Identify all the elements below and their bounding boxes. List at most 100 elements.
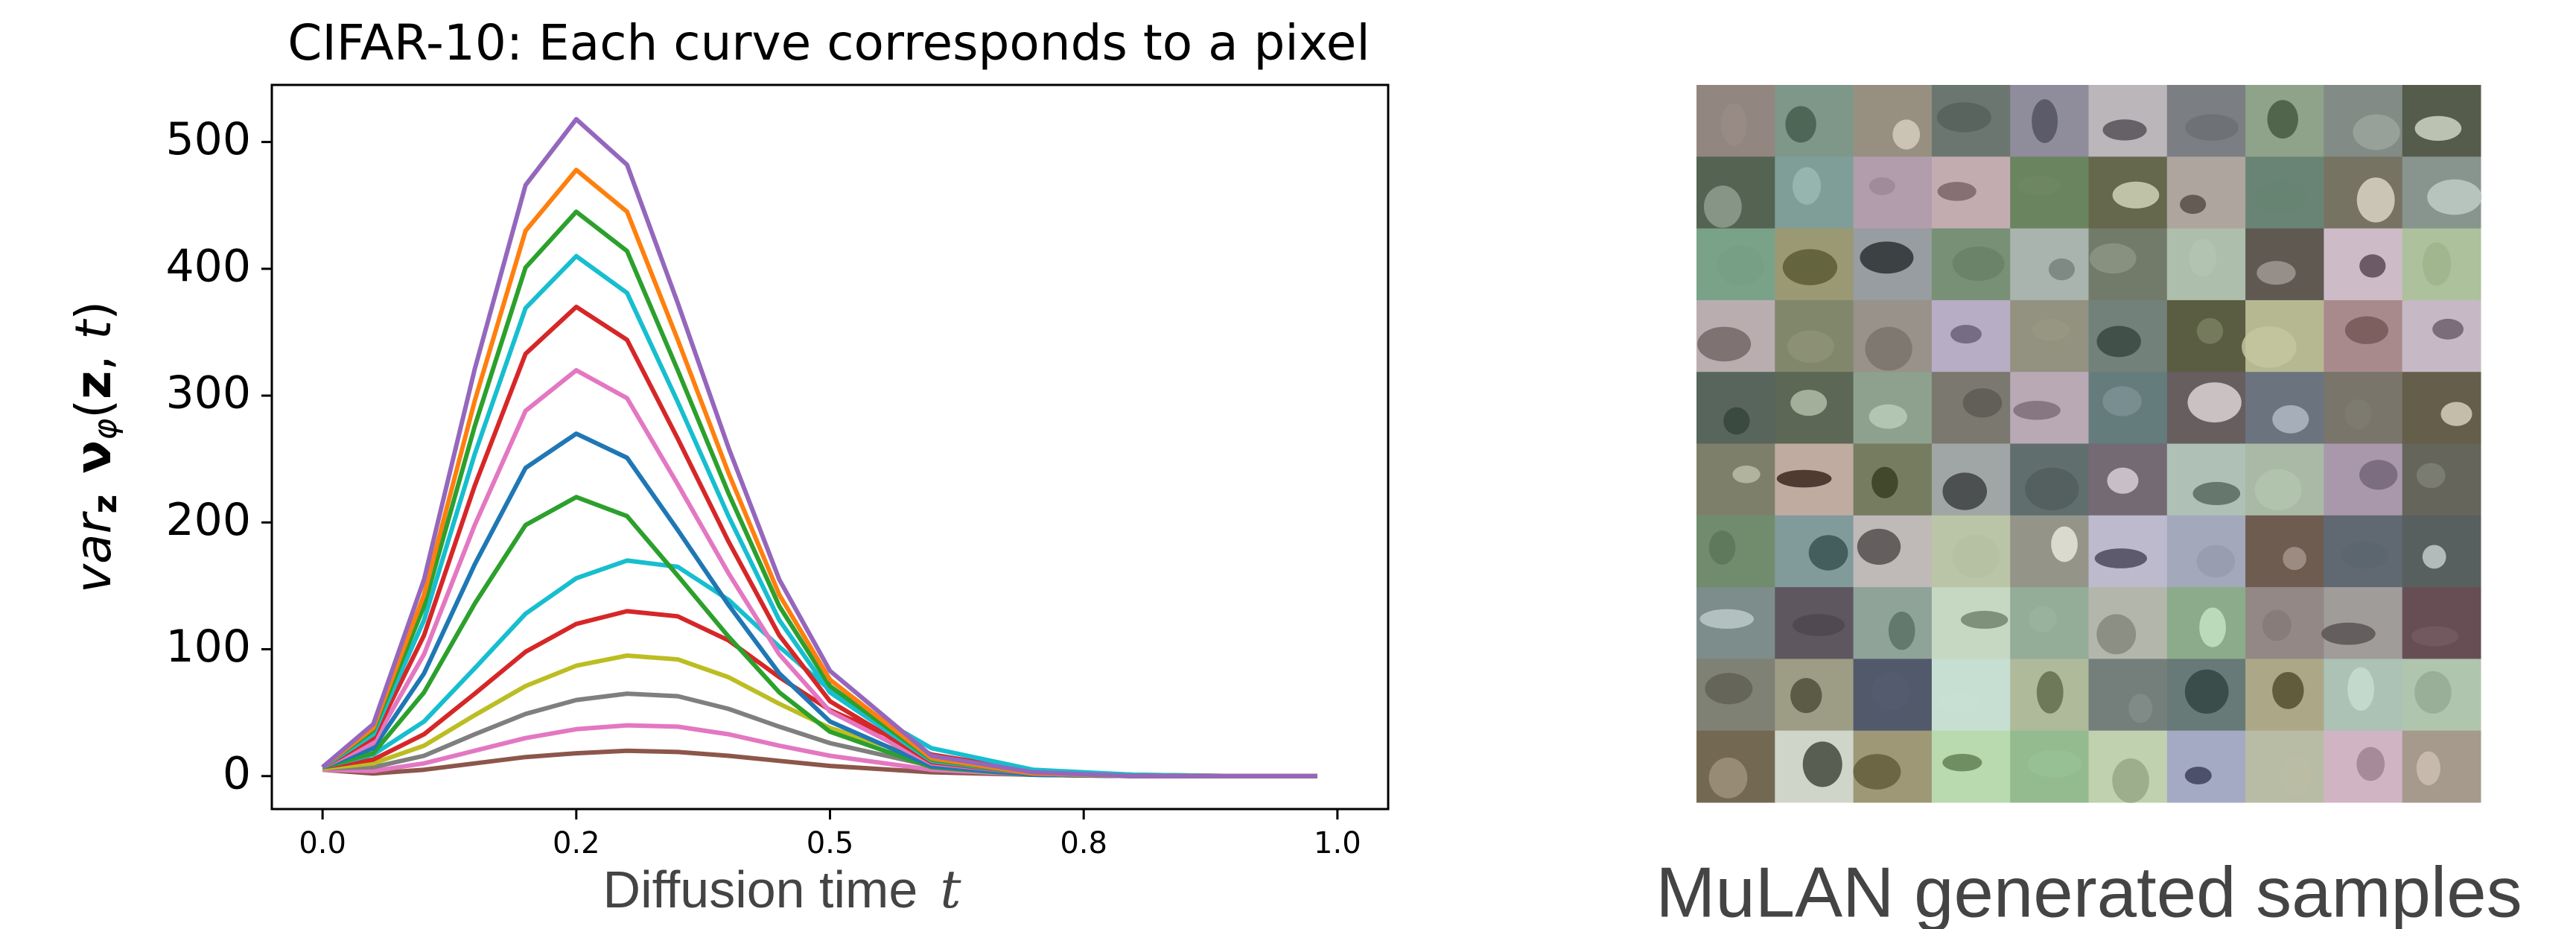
sample-object [1732,466,1760,483]
x-tick-label: 1.0 [1314,826,1361,860]
sample-object [1937,102,1991,132]
sample-object [1704,186,1742,228]
sample-object [1699,609,1754,629]
sample-tile [2245,516,2324,588]
sample-object [2199,608,2226,647]
y-tick-label: 400 [165,240,251,292]
x-tick-label: 0.0 [299,826,346,860]
sample-object [2095,548,2147,568]
sample-object [1953,535,2000,578]
sample-object [2242,326,2296,368]
sample-tile [1696,516,1775,588]
x-tick-label: 0.8 [1060,826,1107,860]
sample-object [2197,545,2235,578]
y-label-part: t [65,319,122,340]
sample-object [1942,754,1982,772]
curve [322,726,1317,776]
sample-object [1809,535,1848,570]
y-label-part: z [65,371,122,399]
y-tick-label: 0 [223,747,251,799]
sample-object [2359,254,2385,277]
sample-object [1942,472,1987,510]
sample-object [1857,529,1901,565]
sample-tile [2402,587,2481,659]
sample-object [1950,325,1982,343]
sample-object [2267,100,2298,139]
sample-tile [2167,731,2246,803]
sample-object [2029,606,2056,632]
sample-object [2102,386,2142,416]
sample-object [1793,167,1821,204]
sample-object [2283,547,2306,570]
sample-tile [2010,516,2089,588]
sample-object [1723,408,1749,435]
sample-object [2180,194,2206,214]
sample-object [2017,176,2061,195]
sample-object [2272,405,2309,434]
sample-object [1709,758,1748,799]
sample-object [2112,758,2149,803]
sample-object [2096,326,2140,357]
sample-object [2414,671,2452,714]
sample-object [1783,249,1837,285]
sample-object [2025,468,2079,511]
sample-object [2262,610,2292,641]
sample-object [2272,672,2303,709]
y-label-part: ( [65,399,122,419]
sample-object [2032,319,2070,340]
sample-object [2321,623,2376,645]
x-label-var: t [940,859,961,920]
y-label-part: φ [86,419,124,440]
sample-object [2417,463,2446,488]
sample-object [1871,467,1898,498]
sample-object [1889,612,1915,650]
x-label-text: Diffusion time [603,860,918,919]
y-tick-label: 300 [165,367,251,419]
sample-object [2028,750,2082,778]
sample-object [1938,182,1976,201]
sample-object [1860,241,1913,273]
sample-tile [1854,85,1933,157]
sample-object [2255,181,2307,213]
figure: CIFAR-10: Each curve corresponds to a pi… [0,0,2576,929]
y-label-part: var [65,511,122,594]
sample-object [2280,755,2312,796]
sample-tile [1854,156,1933,229]
sample-object [2423,242,2451,286]
sample-object [1936,694,1981,712]
sample-object [1705,673,1752,704]
sample-object [2353,114,2400,150]
sample-object [2359,460,2397,489]
sample-tile [2089,659,2168,731]
sample-object [2345,399,2371,429]
sample-object [2107,468,2138,494]
sample-object [1869,177,1895,195]
sample-object [1869,405,1907,429]
sample-object [1709,530,1736,565]
sample-object [2192,482,2240,505]
sample-object [2032,99,2058,143]
sample-object [1892,119,1920,149]
y-tick-label: 100 [165,621,251,673]
x-tick-label: 0.5 [807,826,854,860]
sample-object [2096,614,2136,654]
sample-object [2255,469,2302,510]
sample-object [2411,627,2458,647]
sample-object [1871,673,1910,711]
y-label-part: z [86,495,124,514]
sample-object [1793,614,1845,636]
sample-grid [1696,85,2481,803]
sample-object [1697,327,1751,362]
sample-object [2037,671,2064,714]
sample-object [2423,545,2446,568]
sample-object [2197,318,2223,344]
sample-tile [2324,587,2402,659]
sample-object [2415,116,2462,141]
chart-title: CIFAR-10: Each curve corresponds to a pi… [287,14,1370,72]
sample-object [2102,119,2146,140]
sample-object [2090,244,2137,274]
sample-object [1961,611,2008,629]
sample-object [1865,327,1912,371]
y-label-part: ν [65,440,122,474]
sample-object [2113,182,2160,209]
